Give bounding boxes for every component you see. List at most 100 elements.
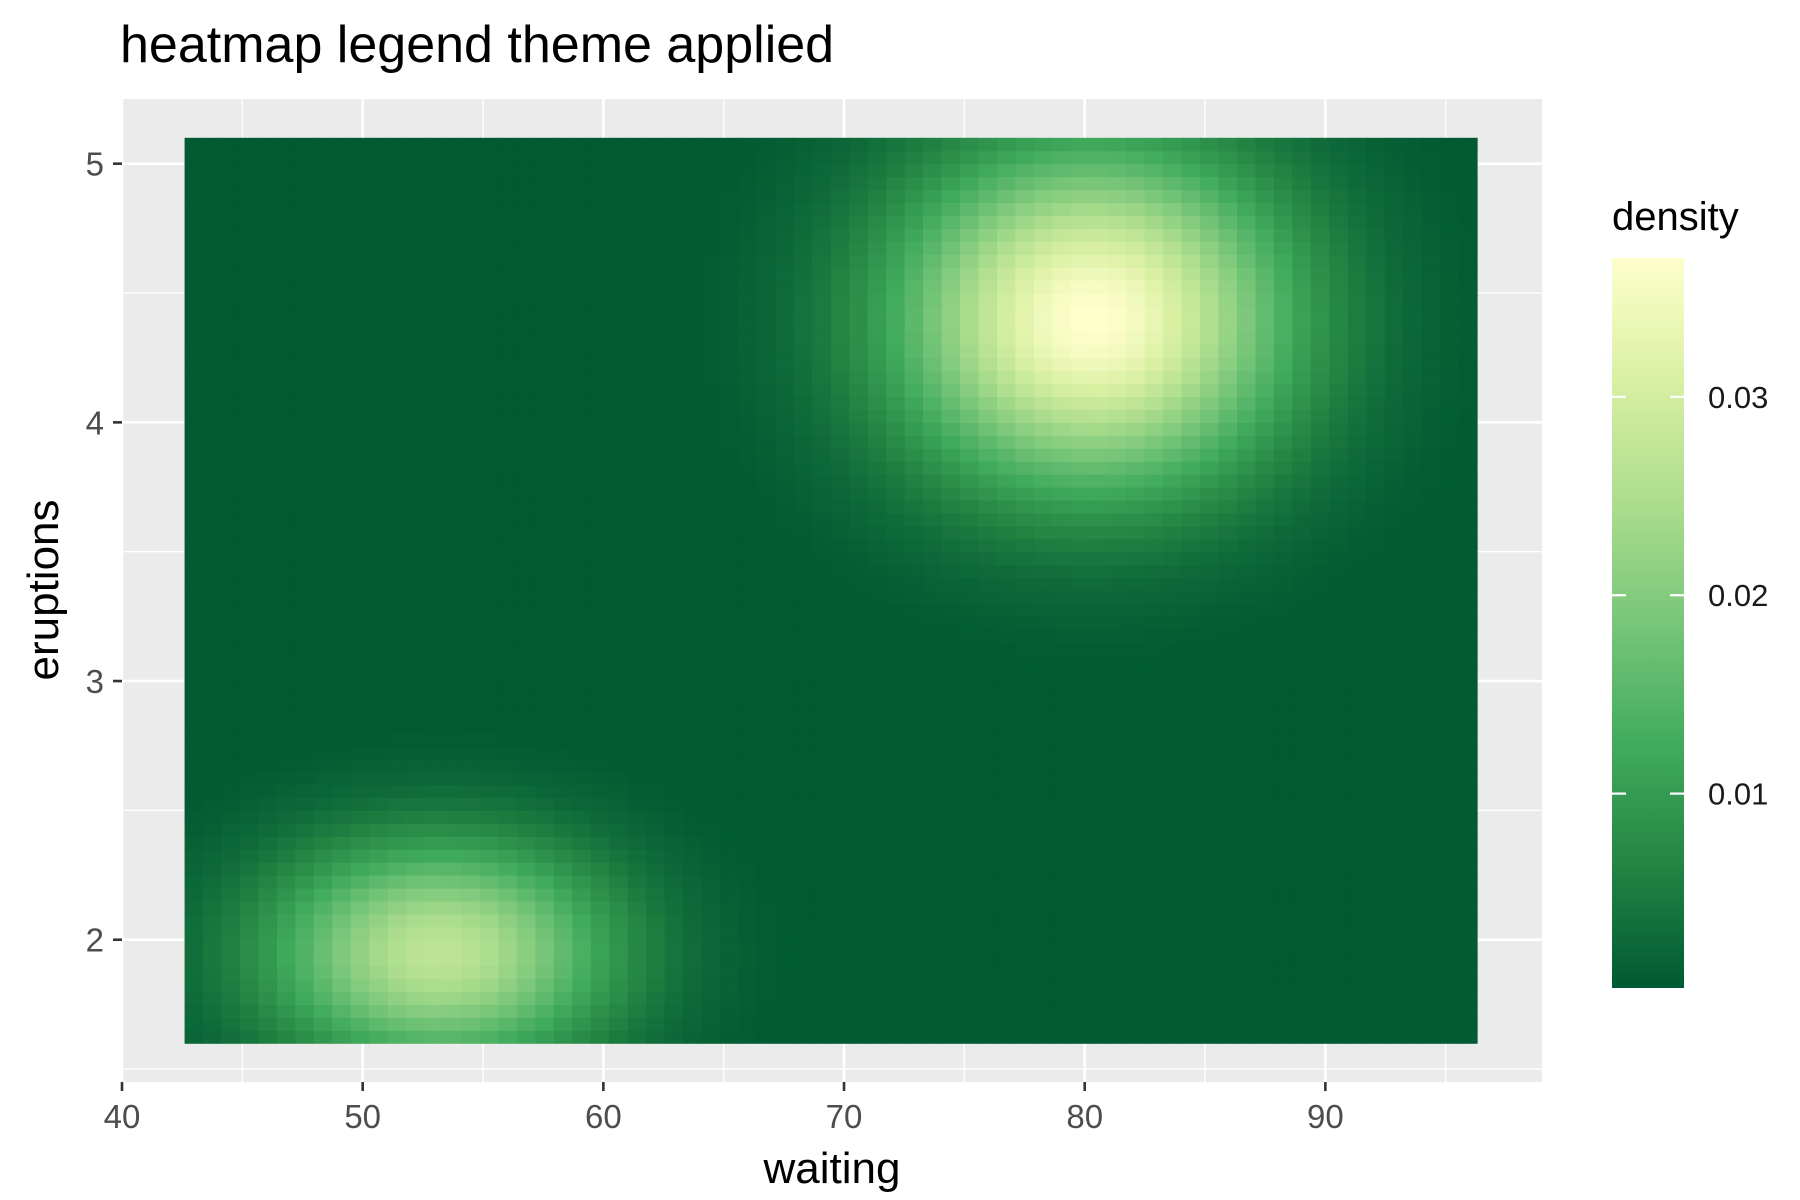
- heatmap-tile: [498, 926, 518, 941]
- heatmap-tile: [1255, 551, 1275, 566]
- heatmap-tile: [1458, 913, 1478, 928]
- heatmap-tile: [1310, 668, 1330, 682]
- heatmap-tile: [1347, 267, 1367, 281]
- heatmap-tile: [923, 564, 943, 579]
- heatmap-tile: [461, 926, 481, 941]
- heatmap-tile: [203, 422, 223, 436]
- heatmap-tile: [1347, 862, 1367, 876]
- y-axis-title: eruptions: [19, 499, 68, 680]
- heatmap-tile: [1033, 745, 1053, 760]
- heatmap-tile: [535, 1030, 555, 1044]
- heatmap-tile: [738, 461, 758, 475]
- heatmap-tile: [1126, 331, 1146, 346]
- heatmap-tile: [350, 461, 370, 475]
- heatmap-tile: [239, 797, 260, 811]
- heatmap-tile: [184, 732, 204, 747]
- heatmap-tile: [1458, 215, 1478, 229]
- heatmap-tile: [830, 137, 850, 152]
- heatmap-tile: [996, 629, 1017, 643]
- heatmap-tile: [572, 823, 592, 837]
- heatmap-tile: [203, 525, 223, 540]
- heatmap-tile: [1403, 900, 1423, 915]
- heatmap-tile: [295, 538, 315, 553]
- heatmap-tile: [221, 745, 241, 760]
- heatmap-tile: [978, 564, 998, 579]
- heatmap-tile: [406, 978, 426, 993]
- heatmap-tile: [572, 344, 592, 359]
- heatmap-tile: [535, 396, 555, 411]
- heatmap-tile: [1366, 293, 1386, 307]
- heatmap-tile: [535, 849, 555, 863]
- heatmap-tile: [1329, 448, 1349, 462]
- heatmap-tile: [1310, 900, 1330, 915]
- heatmap-tile: [239, 836, 260, 850]
- heatmap-tile: [1347, 668, 1367, 682]
- heatmap-tile: [406, 512, 426, 527]
- heatmap-tile: [184, 875, 204, 889]
- heatmap-tile: [1163, 1030, 1183, 1044]
- heatmap-tile: [1421, 732, 1441, 747]
- heatmap-tile: [775, 318, 795, 333]
- heatmap-tile: [1033, 693, 1053, 708]
- heatmap-tile: [1255, 538, 1275, 553]
- heatmap-tile: [1181, 862, 1201, 876]
- heatmap-tile: [738, 409, 758, 423]
- heatmap-tile: [1273, 939, 1293, 954]
- heatmap-tile: [978, 370, 998, 385]
- heatmap-tile: [1181, 241, 1201, 255]
- heatmap-tile: [627, 693, 647, 708]
- heatmap-tile: [1347, 305, 1367, 320]
- heatmap-tile: [1052, 693, 1072, 708]
- heatmap-tile: [1181, 991, 1201, 1005]
- heatmap-tile: [1200, 499, 1220, 514]
- heatmap-tile: [849, 461, 869, 475]
- heatmap-tile: [406, 228, 426, 242]
- heatmap-tile: [1273, 655, 1293, 669]
- heatmap-tile: [1107, 150, 1127, 165]
- heatmap-tile: [812, 1004, 832, 1018]
- heatmap-tile: [1255, 797, 1275, 811]
- heatmap-tile: [572, 642, 592, 656]
- heatmap-tile: [1015, 952, 1035, 967]
- heatmap-tile: [664, 137, 684, 152]
- heatmap-tile: [424, 603, 444, 617]
- heatmap-tile: [516, 797, 536, 811]
- heatmap-tile: [904, 991, 924, 1005]
- heatmap-tile: [812, 732, 832, 747]
- heatmap-tile: [221, 629, 241, 643]
- heatmap-tile: [996, 150, 1017, 165]
- heatmap-tile: [1236, 771, 1257, 786]
- heatmap-tile: [1089, 357, 1109, 372]
- heatmap-tile: [1292, 810, 1312, 824]
- heatmap-tile: [1255, 875, 1275, 889]
- heatmap-tile: [203, 280, 223, 294]
- heatmap-tile: [387, 409, 407, 423]
- heatmap-tile: [683, 758, 703, 773]
- heatmap-tile: [1126, 978, 1146, 993]
- heatmap-tile: [572, 590, 592, 605]
- heatmap-tile: [1015, 965, 1035, 980]
- heatmap-tile: [553, 487, 573, 501]
- heatmap-tile: [646, 732, 666, 747]
- heatmap-tile: [978, 305, 998, 320]
- heatmap-tile: [203, 991, 223, 1005]
- heatmap-tile: [941, 849, 961, 863]
- heatmap-tile: [1200, 810, 1220, 824]
- heatmap-tile: [535, 887, 555, 902]
- heatmap-tile: [553, 280, 573, 294]
- heatmap-tile: [793, 668, 813, 682]
- heatmap-tile: [1440, 771, 1460, 786]
- heatmap-tile: [276, 344, 296, 359]
- heatmap-tile: [1218, 383, 1238, 398]
- heatmap-tile: [443, 668, 463, 682]
- heatmap-tile: [646, 150, 666, 165]
- heatmap-tile: [1421, 693, 1441, 708]
- heatmap-tile: [756, 163, 776, 178]
- heatmap-tile: [221, 849, 241, 863]
- heatmap-tile: [221, 163, 241, 178]
- heatmap-tile: [1440, 499, 1460, 514]
- heatmap-tile: [1033, 435, 1053, 449]
- heatmap-tile: [443, 745, 463, 760]
- heatmap-tile: [1421, 409, 1441, 423]
- heatmap-tile: [1144, 978, 1164, 993]
